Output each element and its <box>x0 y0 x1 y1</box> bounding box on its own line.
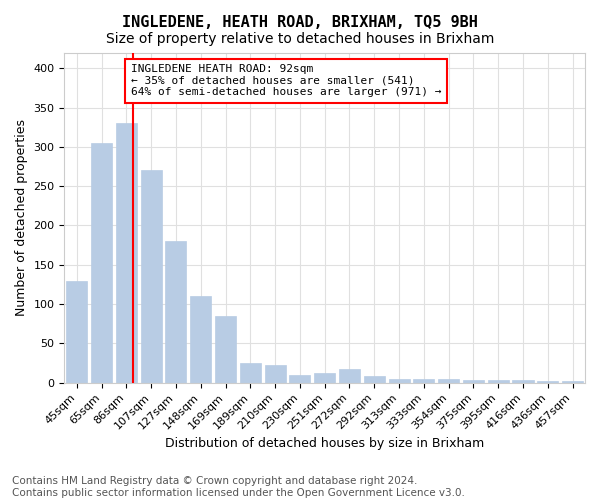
Bar <box>389 379 410 382</box>
X-axis label: Distribution of detached houses by size in Brixham: Distribution of detached houses by size … <box>165 437 484 450</box>
Bar <box>537 381 559 382</box>
Bar <box>413 379 434 382</box>
Bar <box>488 380 509 382</box>
Text: INGLEDENE HEATH ROAD: 92sqm
← 35% of detached houses are smaller (541)
64% of se: INGLEDENE HEATH ROAD: 92sqm ← 35% of det… <box>131 64 442 98</box>
Bar <box>562 381 583 382</box>
Bar <box>166 241 187 382</box>
Bar <box>240 363 261 382</box>
Text: INGLEDENE, HEATH ROAD, BRIXHAM, TQ5 9BH: INGLEDENE, HEATH ROAD, BRIXHAM, TQ5 9BH <box>122 15 478 30</box>
Bar <box>66 280 88 382</box>
Text: Size of property relative to detached houses in Brixham: Size of property relative to detached ho… <box>106 32 494 46</box>
Text: Contains HM Land Registry data © Crown copyright and database right 2024.
Contai: Contains HM Land Registry data © Crown c… <box>12 476 465 498</box>
Bar <box>512 380 533 382</box>
Bar <box>339 370 360 382</box>
Bar <box>91 143 112 382</box>
Bar <box>140 170 162 382</box>
Bar <box>438 379 459 382</box>
Bar <box>116 124 137 382</box>
Bar <box>314 374 335 382</box>
Bar <box>215 316 236 382</box>
Bar <box>289 375 310 382</box>
Bar <box>364 376 385 382</box>
Bar <box>190 296 211 382</box>
Bar <box>463 380 484 382</box>
Y-axis label: Number of detached properties: Number of detached properties <box>15 119 28 316</box>
Bar <box>265 366 286 382</box>
